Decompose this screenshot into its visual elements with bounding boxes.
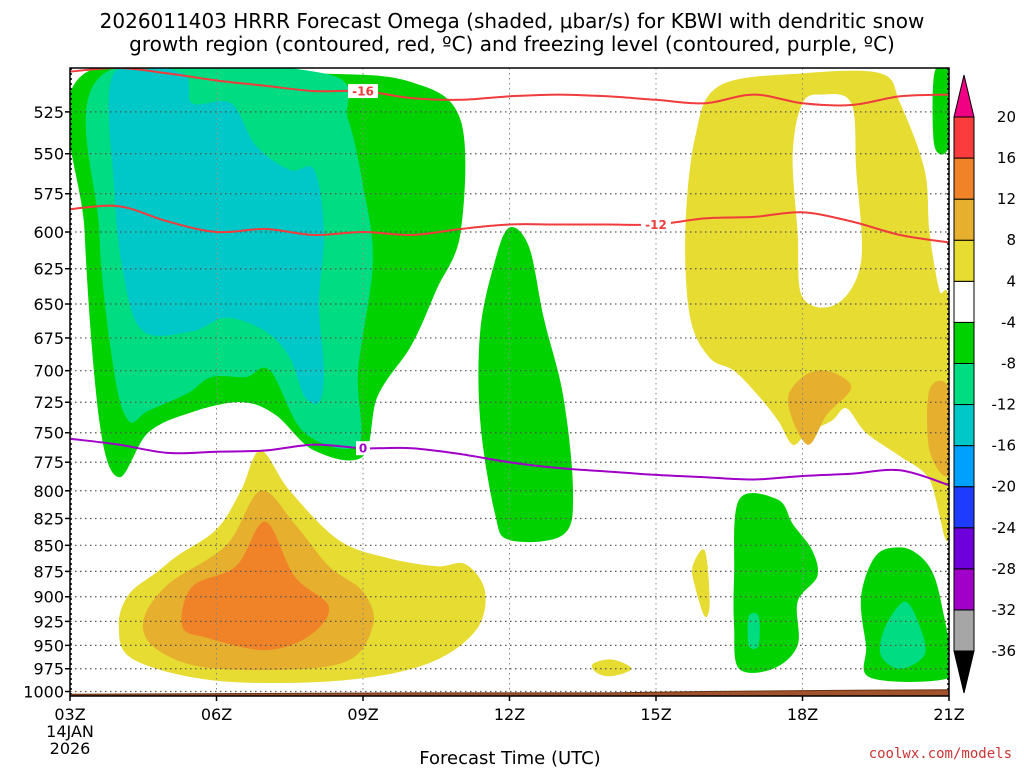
- colorbar-label--4: -4: [1001, 313, 1016, 331]
- contour-label--12: -12: [645, 218, 667, 232]
- y-tick-label-1000: 1000: [23, 683, 64, 702]
- colorbar-bin--32-to--28: [953, 568, 975, 611]
- colorbar-bin-12-to-16: [953, 157, 975, 200]
- colorbar-under-arrow: [953, 650, 975, 694]
- credit-text: coolwx.com/models: [869, 746, 1012, 762]
- y-tick-label-925: 925: [33, 612, 64, 631]
- y-tick-label-625: 625: [33, 260, 64, 279]
- colorbar-label--20: -20: [992, 478, 1017, 496]
- colorbar-label-8: 8: [1006, 231, 1016, 249]
- omega-region-2-value--12: [108, 68, 324, 405]
- x-tick-label-15Z: 15Z: [640, 705, 671, 724]
- colorbar-bin--4-to-4: [953, 280, 975, 323]
- x-date-label-0: 14JAN: [46, 722, 94, 741]
- temperature-contours: -16 -12 0: [70, 68, 949, 487]
- colorbar-bin--28-to--24: [953, 527, 975, 570]
- omega-region-8-value--4: [932, 68, 949, 155]
- omega-shading: [70, 68, 949, 684]
- colorbar-label--12: -12: [992, 396, 1017, 414]
- contour-line-0: [70, 437, 949, 487]
- x-tick-label-09Z: 09Z: [347, 705, 378, 724]
- colorbar-bin-4-to-8: [953, 239, 975, 282]
- y-tick-label-950: 950: [33, 636, 64, 655]
- y-tick-label-800: 800: [33, 482, 64, 501]
- x-tick-label-06Z: 06Z: [201, 705, 232, 724]
- y-tick-label-600: 600: [33, 223, 64, 242]
- colorbar-bin--12-to--8: [953, 362, 975, 406]
- colorbar-bin--24-to--20: [953, 486, 975, 529]
- y-tick-label-525: 525: [33, 103, 64, 122]
- y-tick-label-775: 775: [33, 453, 64, 472]
- colorbar-label--24: -24: [992, 519, 1017, 537]
- omega-region-3-value--4: [478, 227, 574, 543]
- omega-region-16-value-4: [591, 659, 632, 677]
- omega-region-17-value--4: [792, 94, 863, 308]
- contour-line--12: [70, 204, 949, 244]
- contour-label-bg-0: [356, 441, 370, 456]
- y-tick-label-750: 750: [33, 424, 64, 443]
- colorbar: -36 -32 -28 -24 -20 -16 -12 -8 -4 4 8 12 16 20: [953, 74, 1017, 694]
- omega-region-14-value-8: [927, 380, 949, 477]
- omega-region-13-value-8: [787, 370, 852, 445]
- y-tick-label-550: 550: [33, 145, 64, 164]
- colorbar-label--16: -16: [992, 437, 1017, 455]
- terrain: [70, 689, 949, 696]
- y-tick-label-700: 700: [33, 362, 64, 381]
- x-tick-label-12Z: 12Z: [494, 705, 525, 724]
- y-tick-label-825: 825: [33, 509, 64, 528]
- colorbar-label--36: -36: [992, 642, 1017, 660]
- omega-region-7-value--8: [879, 601, 926, 669]
- contour-label-0: 0: [359, 442, 367, 456]
- colorbar-label-16: 16: [997, 149, 1016, 167]
- contour-label-bg--12: [641, 217, 671, 232]
- colorbar-label--8: -8: [1001, 354, 1016, 372]
- colorbar-label--32: -32: [992, 601, 1017, 619]
- colorbar-bin--36-to--32: [953, 609, 975, 652]
- chart-title-line2: growth region (contoured, red, ºC) and f…: [129, 32, 895, 56]
- x-axis-title: Forecast Time (UTC): [419, 748, 600, 768]
- colorbar-label-20: 20: [997, 108, 1016, 126]
- contour-line--16: [70, 68, 949, 107]
- colorbar-over-arrow: [953, 74, 975, 118]
- y-tick-label-650: 650: [33, 295, 64, 314]
- colorbar-label-12: 12: [997, 190, 1016, 208]
- y-tick-label-850: 850: [33, 536, 64, 555]
- colorbar-bin--8-to--4: [953, 321, 975, 364]
- x-date-label-1: 2026: [50, 739, 91, 758]
- y-axis: 525 550 575 600 625 650 675 700 725 750 775 800 825 8…: [23, 103, 70, 702]
- x-tick-label-21Z: 21Z: [933, 705, 964, 724]
- colorbar-label-4: 4: [1006, 272, 1016, 290]
- y-tick-label-875: 875: [33, 562, 64, 581]
- y-tick-label-575: 575: [33, 185, 64, 204]
- colorbar-bin--20-to--16: [953, 445, 975, 488]
- terrain-fill: [70, 689, 949, 696]
- omega-region-15-value-4: [692, 549, 710, 618]
- contour-label--16: -16: [352, 85, 374, 99]
- y-tick-label-725: 725: [33, 393, 64, 412]
- colorbar-label--28: -28: [992, 560, 1017, 578]
- x-tick-label-03Z: 03Z: [54, 705, 85, 724]
- chart-title-line1: 2026011403 HRRR Forecast Omega (shaded, …: [100, 9, 925, 33]
- colorbar-bin--16-to--12: [953, 404, 975, 447]
- contour-label-bg--16: [348, 84, 378, 99]
- y-tick-label-900: 900: [33, 588, 64, 607]
- colorbar-bin-8-to-12: [953, 198, 975, 241]
- omega-region-5-value--8: [747, 612, 760, 649]
- y-tick-label-975: 975: [33, 660, 64, 679]
- y-tick-label-675: 675: [33, 329, 64, 348]
- x-tick-label-18Z: 18Z: [787, 705, 818, 724]
- colorbar-bin-16-to-20: [953, 116, 975, 159]
- omega-region-12-value-12: [181, 521, 330, 651]
